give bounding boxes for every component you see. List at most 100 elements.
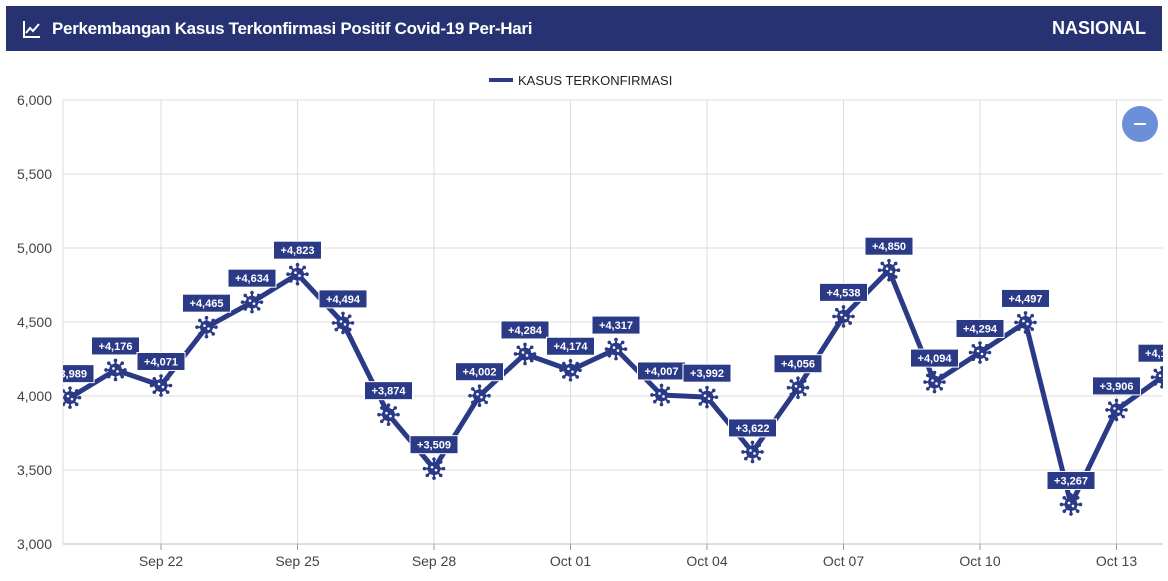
marker-tip [841, 305, 846, 309]
marker-tip [880, 261, 885, 266]
marker-tip [848, 321, 853, 325]
marker-tip [377, 412, 381, 417]
data-label-box [682, 363, 732, 383]
marker-tip [805, 385, 810, 390]
marker-tip [204, 334, 209, 339]
marker-dot [889, 270, 893, 274]
marker-tip [1030, 313, 1035, 318]
data-label: +4,056 [773, 354, 823, 374]
marker-tip [652, 399, 657, 404]
marker-tip [120, 374, 125, 379]
marker-body [245, 295, 259, 309]
data-label-text: +3,267 [1054, 475, 1088, 487]
marker-tip [750, 459, 755, 464]
chart-header: Perkembangan Kasus Terkonfirmasi Positif… [6, 6, 1162, 51]
data-label: +3,267 [1046, 470, 1096, 490]
marker-tip [438, 460, 443, 464]
marker-tip [159, 393, 163, 397]
marker-tip [379, 406, 384, 410]
data-point [786, 376, 810, 400]
marker-tip [350, 321, 355, 325]
data-point [149, 374, 173, 397]
data-point [240, 290, 264, 314]
marker-tip [942, 380, 946, 384]
data-label: +3,509 [409, 435, 459, 455]
data-label-text: +4,494 [326, 294, 361, 306]
marker-tip [393, 406, 398, 410]
data-label: +3,906 [1092, 376, 1141, 396]
marker-tip [1030, 327, 1035, 331]
marker-tip [620, 354, 625, 358]
marker-dot [1162, 377, 1163, 380]
marker-tip [561, 361, 566, 366]
marker-dot [1113, 407, 1116, 410]
data-label: +3,874 [364, 381, 413, 401]
marker-tip [971, 357, 976, 362]
marker-tip [984, 343, 989, 348]
marker-tip [1150, 375, 1155, 380]
data-point [877, 258, 901, 282]
marker-dot [521, 351, 525, 354]
data-label-text: +4,094 [918, 353, 953, 365]
marker-tip [1153, 368, 1158, 373]
marker-tip [165, 390, 170, 395]
marker-tip [529, 345, 534, 350]
marker-tip [932, 389, 937, 394]
marker-dot [161, 385, 165, 389]
data-label-box [773, 354, 823, 374]
marker-tip [334, 327, 339, 332]
data-label-box [1092, 376, 1141, 396]
marker-dot [1022, 319, 1025, 323]
scope-label: NASIONAL [1052, 18, 1146, 38]
marker-tip [470, 387, 475, 391]
marker-tip [1062, 495, 1067, 500]
data-label-box [409, 435, 459, 455]
marker-tip [516, 345, 521, 350]
marker-tip [470, 400, 475, 405]
marker-body [973, 345, 987, 359]
data-label-text: +4,634 [235, 273, 270, 285]
data-label-box [182, 293, 231, 313]
marker-tip [834, 321, 839, 325]
marker-tip [1014, 320, 1018, 325]
marker-tip [211, 318, 216, 323]
data-label-box [500, 320, 550, 340]
marker-tip [288, 265, 293, 270]
data-point [1105, 398, 1128, 422]
marker-dot [343, 323, 347, 326]
marker-tip [341, 330, 345, 335]
marker-tip [568, 358, 573, 363]
marker-dot [339, 320, 343, 323]
marker-tip [347, 327, 352, 332]
marker-tip [893, 275, 898, 279]
marker-tip [438, 473, 443, 478]
x-tick-label: Oct 10 [959, 553, 1000, 569]
marker-tip [305, 272, 309, 276]
marker-tip [63, 402, 66, 407]
marker-tip [789, 392, 794, 397]
data-point [1150, 365, 1163, 389]
marker-body [154, 378, 168, 392]
marker-dot [658, 392, 661, 395]
marker-tip [159, 374, 163, 378]
data-label-box [273, 240, 322, 260]
marker-tip [575, 375, 580, 379]
marker-tip [1016, 327, 1021, 331]
marker-tip [757, 456, 762, 461]
marker-tip [561, 375, 566, 379]
marker-tip [896, 268, 901, 273]
marker-tip [341, 311, 345, 316]
marker-tip [1160, 384, 1163, 389]
marker-dot [1071, 504, 1075, 508]
marker-tip [711, 388, 716, 393]
marker-tip [1114, 398, 1119, 403]
marker-tip [925, 373, 930, 378]
y-tick-label: 4,000 [17, 388, 52, 404]
marker-tip [1023, 311, 1028, 315]
marker-tip [477, 384, 482, 389]
marker-dot [248, 299, 252, 302]
data-label: +4,634 [227, 268, 277, 288]
x-tick-label: Sep 25 [275, 553, 320, 569]
data-label: +3,992 [682, 363, 732, 383]
zoom-out-button[interactable] [1122, 106, 1158, 142]
